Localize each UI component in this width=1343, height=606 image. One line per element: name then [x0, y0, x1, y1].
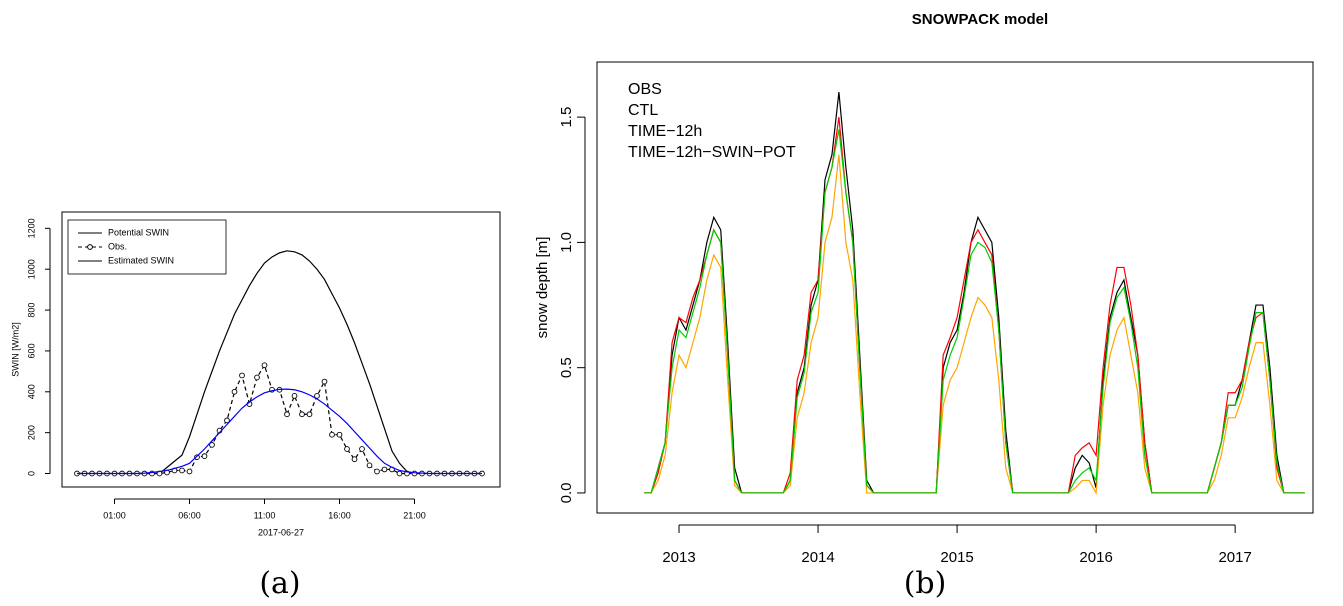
- y-tick-label: 200: [26, 425, 36, 440]
- data-point: [224, 417, 230, 424]
- data-point: [194, 454, 200, 461]
- y-tick-label: 0: [26, 471, 36, 476]
- y-tick-label: 1.5: [558, 107, 575, 128]
- legend-marker: [87, 244, 93, 250]
- data-point: [336, 431, 343, 438]
- x-tick-label: 2014: [801, 549, 834, 566]
- legend-label: CTL: [628, 102, 658, 119]
- legend-label: TIME−12h: [628, 123, 702, 140]
- legend-label: OBS: [628, 81, 662, 98]
- legend-label: Obs.: [108, 241, 127, 251]
- data-point: [374, 468, 380, 475]
- x-tick-label: 06:00: [178, 510, 201, 520]
- data-point: [201, 453, 208, 459]
- x-tick-label: 16:00: [328, 510, 351, 520]
- data-point: [344, 446, 350, 452]
- data-point: [239, 372, 245, 379]
- caption: (a): [259, 566, 300, 601]
- y-axis-label: snow depth [m]: [534, 237, 551, 339]
- y-tick-label: 0.0: [558, 483, 575, 504]
- data-point: [284, 411, 290, 418]
- plot-frame: [596, 61, 1314, 514]
- x-tick-label: 2016: [1079, 549, 1112, 566]
- y-tick-label: 1000: [26, 259, 36, 279]
- y-tick-label: 400: [26, 384, 36, 399]
- series-line: [644, 129, 1305, 494]
- x-axis-label: 2017-06-27: [258, 527, 304, 537]
- chart-title: SNOWPACK model: [912, 11, 1048, 28]
- data-point: [359, 446, 365, 452]
- data-point: [329, 431, 335, 438]
- data-point: [231, 388, 238, 395]
- x-tick-label: 21:00: [403, 510, 426, 520]
- plot-frame: [61, 211, 501, 488]
- y-tick-label: 0.5: [558, 357, 575, 378]
- y-tick-label: 1200: [26, 218, 36, 238]
- data-point: [254, 374, 260, 381]
- series-line: [77, 388, 482, 475]
- y-tick-label: 1.0: [558, 232, 575, 253]
- data-point: [366, 462, 373, 469]
- data-point: [261, 362, 268, 369]
- series-line: [644, 117, 1305, 494]
- legend-label: Potential SWIN: [108, 227, 169, 237]
- data-point: [351, 456, 358, 463]
- data-point: [411, 470, 418, 477]
- data-point: [321, 378, 328, 385]
- series-line: [77, 250, 482, 475]
- data-point: [186, 468, 193, 475]
- x-tick-label: 01:00: [103, 510, 126, 520]
- data-point: [291, 393, 298, 399]
- data-point: [299, 411, 305, 418]
- y-tick-label: 800: [26, 303, 36, 318]
- data-point: [306, 411, 313, 418]
- data-point: [381, 466, 388, 473]
- x-tick-label: 2017: [1218, 549, 1251, 566]
- series-line: [77, 363, 482, 475]
- data-point: [209, 442, 215, 448]
- x-tick-label: 11:00: [254, 510, 276, 520]
- y-axis-label: SWIN [W/m2]: [10, 322, 20, 377]
- legend-label: Estimated SWIN: [108, 255, 174, 265]
- legend-label: TIME−12h−SWIN−POT: [628, 144, 796, 161]
- x-tick-label: 2013: [662, 549, 695, 566]
- series-line: [644, 154, 1305, 495]
- x-tick-label: 2015: [940, 549, 973, 566]
- data-point: [396, 470, 403, 477]
- data-point: [179, 467, 185, 474]
- y-tick-label: 600: [26, 343, 36, 358]
- caption: (b): [904, 566, 947, 601]
